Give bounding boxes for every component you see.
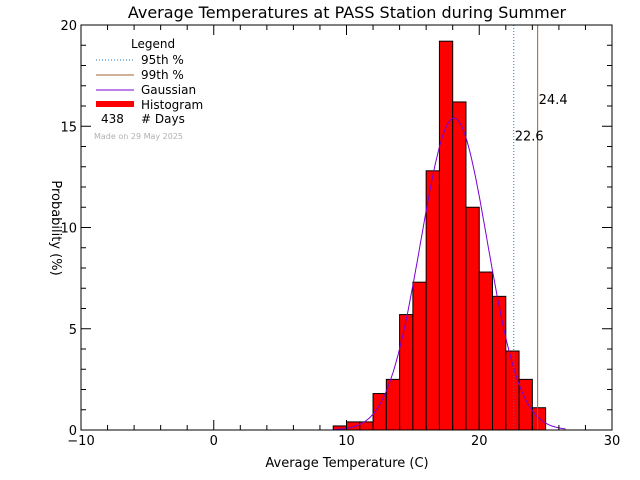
percentile-99-label: 24.4	[539, 93, 568, 108]
histogram-bar-11	[478, 271, 494, 431]
legend: Legend 95th % 99th % Gaussian Histogram …	[94, 37, 203, 141]
legend-title: Legend	[131, 37, 175, 51]
gaussian-curve	[333, 117, 566, 431]
legend-days-label: # Days	[141, 112, 185, 126]
legend-label-gaussian: Gaussian	[141, 83, 196, 97]
x-tick-label: 30	[604, 434, 621, 449]
histogram-bar-12	[492, 295, 507, 431]
histogram-bar-6	[412, 281, 427, 431]
legend-label-99: 99th %	[141, 68, 184, 82]
histogram-bar-10	[465, 206, 480, 431]
histogram-bar-8	[438, 40, 454, 431]
legend-label-histogram: Histogram	[141, 98, 203, 112]
y-tick-label: 10	[60, 222, 77, 237]
histogram-bar-7	[425, 170, 440, 431]
histogram-bar-1	[346, 421, 361, 431]
x-tick-label: 10	[338, 434, 355, 449]
chart-title: Average Temperatures at PASS Station dur…	[128, 3, 567, 22]
legend-days-count: 438	[101, 112, 124, 126]
histogram-bar-14	[518, 378, 533, 431]
y-tick-label: 20	[60, 19, 77, 34]
x-tick-label: −10	[67, 434, 94, 449]
percentile-95-label: 22.6	[515, 129, 544, 144]
histogram-bar-5	[399, 314, 414, 431]
y-tick-label: 5	[69, 323, 77, 338]
x-axis-label: Average Temperature (C)	[265, 456, 428, 471]
x-tick-label: 0	[210, 434, 218, 449]
legend-label-95: 95th %	[141, 53, 184, 67]
x-tick-label: 20	[471, 434, 488, 449]
made-on-note: Made on 29 May 2025	[94, 132, 183, 141]
y-axis-label: Probability (%)	[48, 180, 63, 275]
y-tick-label: 0	[69, 424, 77, 439]
histogram-bar-9	[452, 101, 467, 431]
y-tick-label: 15	[60, 120, 77, 135]
